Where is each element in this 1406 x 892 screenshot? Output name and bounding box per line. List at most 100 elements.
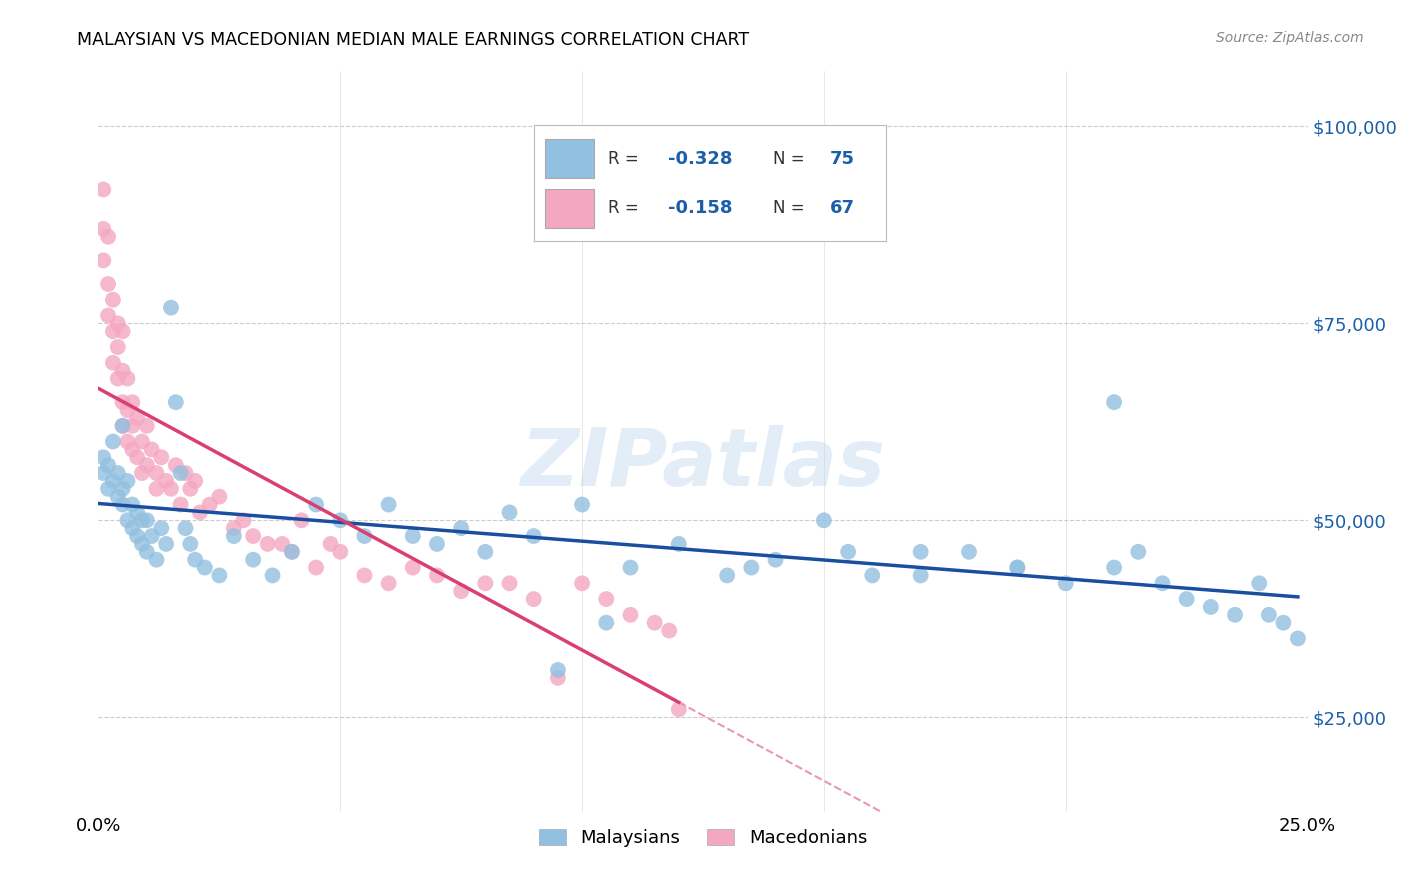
Point — [353, 529, 375, 543]
Point — [111, 418, 134, 433]
Point — [121, 498, 143, 512]
Point — [127, 450, 149, 465]
Point — [127, 505, 149, 519]
Point — [194, 560, 217, 574]
Point — [107, 466, 129, 480]
FancyBboxPatch shape — [544, 189, 593, 228]
Point — [131, 537, 153, 551]
Point — [111, 418, 134, 433]
Point — [117, 371, 139, 385]
Point — [101, 293, 124, 307]
Point — [111, 364, 134, 378]
Point — [402, 529, 425, 543]
Point — [222, 529, 245, 543]
Point — [910, 545, 932, 559]
Point — [232, 513, 254, 527]
Point — [957, 545, 980, 559]
Point — [547, 671, 569, 685]
Point — [160, 301, 183, 315]
Point — [1286, 632, 1309, 646]
Point — [305, 560, 328, 574]
Text: -0.158: -0.158 — [668, 200, 733, 218]
Point — [910, 568, 932, 582]
Point — [165, 458, 187, 472]
Point — [101, 474, 124, 488]
Point — [117, 474, 139, 488]
Point — [121, 442, 143, 457]
Text: ZIPatlas: ZIPatlas — [520, 425, 886, 503]
Point — [668, 702, 690, 716]
Point — [595, 592, 617, 607]
FancyBboxPatch shape — [544, 139, 593, 178]
Point — [1007, 560, 1029, 574]
Point — [111, 482, 134, 496]
Point — [377, 498, 399, 512]
Point — [174, 521, 197, 535]
Point — [402, 560, 425, 574]
Point — [101, 434, 124, 449]
Point — [91, 182, 114, 196]
Point — [155, 537, 177, 551]
Point — [97, 277, 120, 291]
Point — [571, 576, 593, 591]
Text: -0.328: -0.328 — [668, 150, 733, 168]
Point — [91, 450, 114, 465]
Point — [160, 482, 183, 496]
Point — [523, 529, 546, 543]
Point — [111, 498, 134, 512]
Point — [97, 458, 120, 472]
Point — [860, 568, 883, 582]
Point — [1054, 576, 1077, 591]
Point — [353, 568, 375, 582]
Point — [184, 552, 207, 566]
Point — [169, 466, 191, 480]
Point — [740, 560, 762, 574]
Point — [117, 513, 139, 527]
Text: R =: R = — [609, 150, 644, 168]
Point — [498, 576, 520, 591]
Point — [1102, 395, 1125, 409]
Point — [1223, 607, 1246, 622]
Point — [668, 537, 690, 551]
Point — [127, 529, 149, 543]
Point — [262, 568, 284, 582]
Point — [188, 505, 211, 519]
Point — [101, 356, 124, 370]
Point — [1128, 545, 1150, 559]
Point — [145, 482, 167, 496]
Point — [198, 498, 221, 512]
Point — [107, 340, 129, 354]
Point — [97, 309, 120, 323]
Point — [174, 466, 197, 480]
Point — [595, 615, 617, 630]
Text: N =: N = — [773, 200, 810, 218]
Point — [184, 474, 207, 488]
Point — [242, 552, 264, 566]
Point — [474, 545, 496, 559]
Point — [91, 253, 114, 268]
Point — [281, 545, 304, 559]
Point — [107, 490, 129, 504]
Point — [498, 505, 520, 519]
Point — [135, 418, 157, 433]
Point — [141, 442, 163, 457]
Point — [426, 568, 449, 582]
Point — [150, 450, 173, 465]
Point — [121, 395, 143, 409]
Point — [208, 568, 231, 582]
Point — [165, 395, 187, 409]
Point — [837, 545, 859, 559]
Point — [131, 434, 153, 449]
Point — [131, 466, 153, 480]
Point — [242, 529, 264, 543]
Point — [131, 513, 153, 527]
Point — [107, 371, 129, 385]
Point — [474, 576, 496, 591]
Point — [145, 552, 167, 566]
Point — [271, 537, 294, 551]
Point — [141, 529, 163, 543]
Point — [256, 537, 278, 551]
Text: Source: ZipAtlas.com: Source: ZipAtlas.com — [1216, 31, 1364, 45]
Point — [377, 576, 399, 591]
Point — [1249, 576, 1271, 591]
